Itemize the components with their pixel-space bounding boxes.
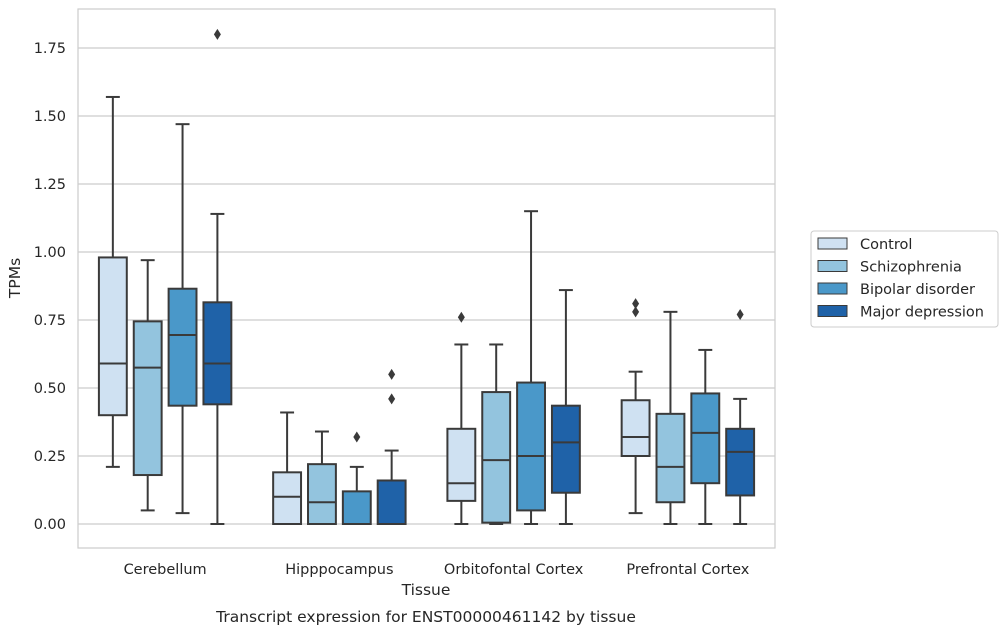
- y-tick-label: 1.50: [34, 109, 66, 125]
- box-plot: [167, 123, 198, 515]
- y-axis-label: TPMs: [6, 258, 24, 299]
- box-plot: [550, 289, 581, 525]
- box-plot: [655, 310, 686, 525]
- legend-swatch: [817, 260, 848, 272]
- box-plot: [620, 298, 651, 515]
- box-plot: [516, 210, 546, 525]
- outlier-point: [388, 368, 396, 380]
- y-tick-label: 0.25: [34, 449, 66, 465]
- box-iqr: [446, 427, 477, 502]
- legend-item[interactable]: Major depression: [817, 305, 984, 321]
- x-tick-label: Cerebellum: [124, 562, 207, 578]
- y-tick-label: 1.00: [34, 245, 66, 261]
- box-iqr: [97, 256, 128, 417]
- legend-label: Major depression: [860, 305, 984, 321]
- figure-caption: Transcript expression for ENST0000046114…: [215, 608, 636, 626]
- legend-item[interactable]: Bipolar disorder: [817, 282, 975, 298]
- plot-frame: [77, 8, 776, 549]
- box-plot: [690, 348, 721, 525]
- y-tick-label: 0.75: [34, 313, 66, 329]
- y-tick-label: 1.75: [34, 41, 66, 57]
- outlier-point: [388, 393, 396, 405]
- legend-frame: [810, 230, 999, 328]
- legend[interactable]: Control Schizophrenia Bipolar disorder Majo…: [810, 230, 999, 328]
- y-tick-label: 0.00: [34, 517, 66, 533]
- box-iqr: [550, 404, 581, 494]
- box-plot: [97, 95, 128, 468]
- y-tick-label: 1.25: [34, 177, 66, 193]
- box-iqr: [725, 427, 756, 497]
- legend-swatch: [817, 305, 848, 317]
- legend-swatch: [817, 237, 848, 250]
- outlier-point: [632, 306, 640, 318]
- x-tick-labels: Cerebellum Hipppocampus Orbitofontal Corte…: [124, 562, 750, 578]
- box-plot: [307, 430, 337, 526]
- outlier-point: [736, 309, 744, 321]
- box-iqr: [481, 391, 512, 524]
- box-plot: [202, 28, 233, 525]
- outlier-point: [353, 431, 361, 443]
- legend-item[interactable]: Control: [817, 237, 912, 253]
- outlier-point: [632, 298, 640, 310]
- legend-item[interactable]: Schizophrenia: [817, 260, 962, 276]
- box-plot: [272, 411, 303, 526]
- y-tick-label: 0.50: [34, 381, 66, 397]
- legend-label: Control: [860, 237, 912, 253]
- box-iqr: [341, 490, 372, 525]
- box-iqr: [132, 320, 163, 477]
- box-iqr: [272, 471, 303, 526]
- box-plot: [481, 343, 512, 525]
- box-iqr: [655, 412, 686, 504]
- box-plot: [725, 309, 756, 525]
- outlier-point: [457, 311, 465, 323]
- box-plots: [97, 28, 756, 526]
- box-iqr: [516, 381, 546, 512]
- box-iqr: [167, 287, 198, 407]
- box-plot: [132, 259, 163, 512]
- legend-swatch: [817, 282, 848, 295]
- y-tick-labels: 0.00 0.25 0.50 0.75 1.00 1.25 1.50 1.75: [34, 41, 66, 533]
- legend-label: Bipolar disorder: [860, 282, 975, 298]
- x-axis-label: Tissue: [401, 581, 451, 599]
- x-tick-label: Prefrontal Cortex: [626, 562, 749, 578]
- outlier-point: [213, 28, 221, 40]
- box-plot: [376, 368, 407, 526]
- legend-label: Schizophrenia: [860, 260, 962, 276]
- box-iqr: [690, 392, 721, 485]
- box-iqr: [307, 463, 337, 526]
- box-iqr: [376, 479, 407, 526]
- x-tick-label: Orbitofontal Cortex: [444, 562, 584, 578]
- x-tick-label: Hipppocampus: [285, 562, 393, 578]
- box-plot: [446, 311, 477, 525]
- box-iqr: [620, 399, 651, 457]
- box-iqr: [202, 301, 233, 406]
- box-plot: [341, 431, 372, 525]
